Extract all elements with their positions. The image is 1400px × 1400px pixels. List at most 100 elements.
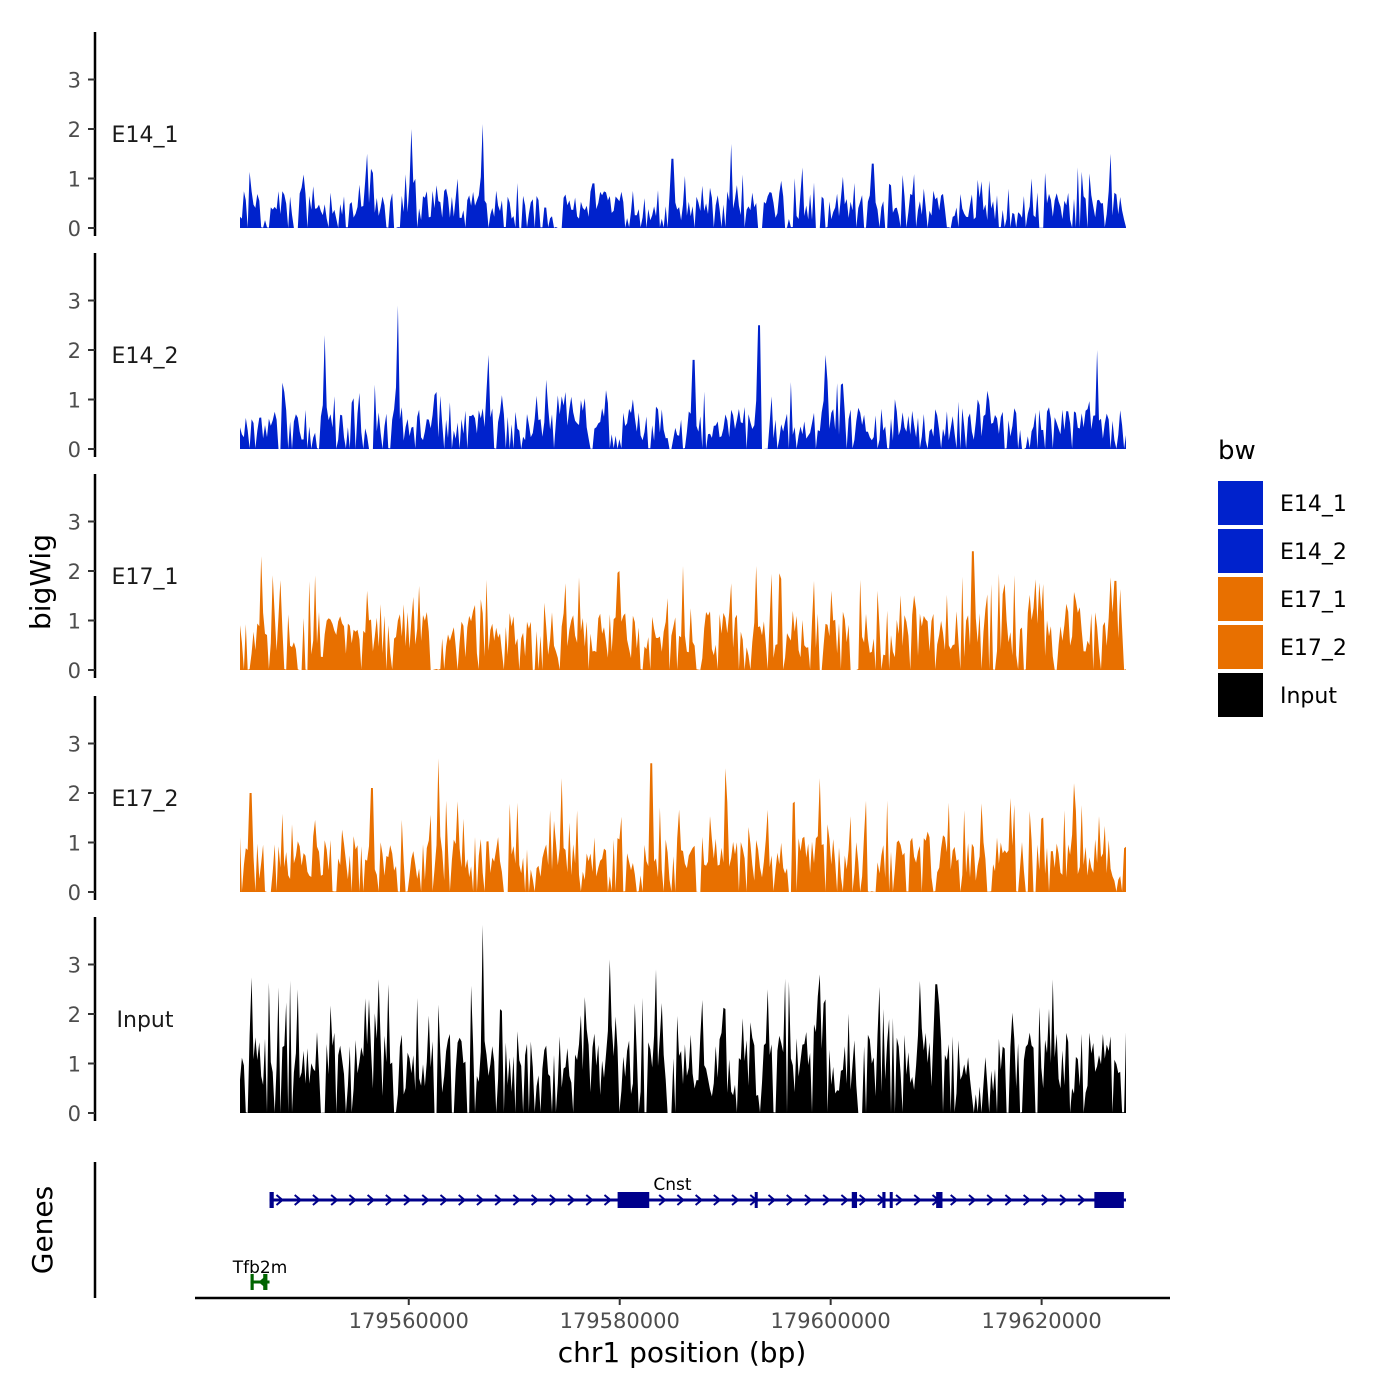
legend-swatch (1218, 481, 1263, 525)
y-axis-title: bigWig (24, 534, 57, 630)
strand-arrow (330, 1194, 339, 1206)
y-tick-label: 3 (68, 69, 81, 93)
x-tick-label: 179580000 (560, 1309, 680, 1333)
y-tick-label: 1 (68, 832, 81, 856)
gene-exon (1094, 1192, 1124, 1208)
strand-arrow (603, 1194, 613, 1206)
gene-exon (269, 1192, 274, 1208)
strand-arrow (494, 1194, 503, 1206)
strand-arrow (767, 1194, 777, 1206)
strand-arrow (294, 1194, 303, 1206)
strand-arrow (530, 1194, 540, 1206)
strand-arrow (804, 1194, 813, 1206)
legend: bw E14_1 E14_2 E17_1 E17_2 Input (1218, 436, 1347, 717)
y-tick-label: 0 (68, 881, 81, 905)
legend-swatch (1218, 673, 1263, 717)
gene-axis-title: Genes (26, 1186, 59, 1274)
strand-arrow (549, 1194, 558, 1206)
y-tick-label: 3 (68, 733, 81, 757)
y-tick-label: 2 (68, 1003, 81, 1027)
strand-arrow (366, 1194, 376, 1206)
strand-arrow (312, 1194, 321, 1206)
x-tick-label: 179620000 (981, 1309, 1101, 1333)
legend-label: E14_2 (1280, 540, 1347, 565)
track-panel-e17-2: 0 1 2 3 E17_2 (68, 696, 1126, 905)
strand-arrow (1077, 1194, 1086, 1206)
strand-arrow (1004, 1194, 1013, 1206)
gene-exon (754, 1192, 758, 1208)
y-tick-label: 3 (68, 511, 81, 535)
y-tick-label: 0 (68, 1102, 81, 1126)
strand-arrow (421, 1194, 430, 1206)
y-tick-label: 1 (68, 610, 81, 634)
legend-item: E17_1 (1218, 577, 1347, 621)
strand-arrow (713, 1194, 722, 1206)
gene-label: Tfb2m (232, 1258, 288, 1278)
legend-title: bw (1218, 436, 1256, 466)
strand-arrow (458, 1194, 467, 1206)
gene-exon (263, 1274, 268, 1290)
strand-arrow (476, 1194, 485, 1206)
strand-arrow (786, 1194, 795, 1206)
legend-label: E17_2 (1280, 636, 1347, 661)
coverage-area (240, 305, 1126, 449)
y-tick-label: 2 (68, 782, 81, 806)
gene-label: Cnst (653, 1175, 692, 1195)
gene-cnst: Cnst (269, 1175, 1126, 1208)
x-axis-ticks: 179560000 179580000 179600000 179620000 (349, 1298, 1102, 1333)
gene-exon (889, 1192, 893, 1208)
strand-arrow (512, 1194, 521, 1206)
legend-swatch (1218, 625, 1263, 669)
legend-item: E14_2 (1218, 529, 1347, 573)
y-tick-label: 1 (68, 1053, 81, 1077)
coverage-area (240, 758, 1126, 892)
gene-exon (617, 1192, 650, 1208)
strand-arrow (403, 1194, 412, 1206)
legend-label: Input (1280, 684, 1337, 709)
x-tick-label: 179560000 (349, 1309, 469, 1333)
strand-arrow (731, 1194, 740, 1206)
legend-item: Input (1218, 673, 1337, 717)
track-panel-input: 0 1 2 3 Input (68, 917, 1126, 1126)
strand-arrow (694, 1194, 704, 1206)
strand-arrow (986, 1194, 995, 1206)
legend-swatch (1218, 577, 1263, 621)
legend-item: E14_1 (1218, 481, 1347, 525)
y-tick-label: 0 (68, 659, 81, 683)
track-panels: 0 1 2 3 E14_1 0 1 2 3 E14_2 0 1 2 3 E17_1 0 1 2 3 E17_2 0 1 2 3… (68, 32, 1126, 1126)
x-axis: 179560000 179580000 179600000 179620000 (195, 1296, 1170, 1333)
strand-arrow (658, 1194, 667, 1206)
strand-arrow (1022, 1194, 1032, 1206)
coverage-area (240, 924, 1126, 1113)
gene-exon (936, 1192, 943, 1208)
gene-exon (851, 1192, 858, 1208)
strand-arrow (348, 1194, 357, 1206)
legend-item: E17_2 (1218, 625, 1347, 669)
gene-panel: Tfb2m Cnst (93, 1162, 1126, 1298)
track-panel-e17-1: 0 1 2 3 E17_1 (68, 474, 1126, 683)
strand-arrow (1041, 1194, 1050, 1206)
y-tick-label: 3 (68, 290, 81, 314)
y-tick-label: 1 (68, 389, 81, 413)
track-label: E17_2 (112, 787, 179, 812)
gene-tfb2m: Tfb2m (232, 1258, 288, 1290)
y-tick-label: 3 (68, 954, 81, 978)
legend-swatch (1218, 529, 1263, 573)
strand-arrow (822, 1194, 831, 1206)
strand-arrow (1059, 1194, 1068, 1206)
y-tick-label: 2 (68, 339, 81, 363)
track-label: Input (117, 1008, 174, 1033)
track-label: E14_2 (112, 344, 179, 369)
strand-arrow (840, 1194, 849, 1206)
y-tick-label: 0 (68, 217, 81, 241)
gene-models: Tfb2m Cnst (232, 1175, 1126, 1290)
track-panel-e14-2: 0 1 2 3 E14_2 (68, 253, 1126, 462)
legend-label: E14_1 (1280, 492, 1347, 517)
track-panel-e14-1: 0 1 2 3 E14_1 (68, 32, 1126, 241)
gene-exon (250, 1274, 254, 1290)
strand-arrow (567, 1194, 576, 1206)
coverage-area (240, 124, 1126, 228)
strand-arrow (968, 1194, 977, 1206)
y-tick-label: 2 (68, 118, 81, 142)
